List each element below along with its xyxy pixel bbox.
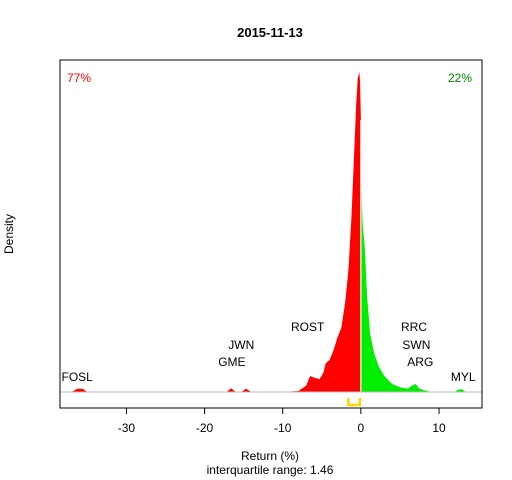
outlier-label-rost: ROST	[291, 320, 325, 334]
y-axis-label: Density	[2, 214, 16, 254]
right-percentage: 22%	[448, 71, 472, 85]
x-axis: -30 -20 -10 0 10	[118, 407, 446, 435]
outlier-label-arg: ARG	[407, 355, 433, 369]
outlier-label-fosl: FOSL	[62, 370, 94, 384]
chart-title: 2015-11-13	[237, 25, 303, 40]
iqr-bracket	[347, 398, 362, 407]
outlier-label-rrc: RRC	[401, 320, 427, 334]
left-percentage: 77%	[67, 71, 91, 85]
x-axis-subtitle: interquartile range: 1.46	[207, 463, 334, 477]
outlier-label-gme: GME	[218, 355, 245, 369]
outlier-label-jwn: JWN	[228, 338, 254, 352]
outlier-label-swn: SWN	[402, 338, 430, 352]
plot-frame	[59, 59, 483, 409]
plot-area: FOSL GME JWN ROST RRC SWN ARG MYL	[60, 72, 482, 407]
x-tick-label: 0	[358, 421, 365, 435]
positive-return-density-area	[360, 120, 471, 392]
x-tick-label: 10	[432, 421, 446, 435]
x-tick-label: -20	[196, 421, 214, 435]
negative-return-density-area	[71, 72, 361, 392]
x-tick-label: -10	[274, 421, 292, 435]
outlier-label-myl: MYL	[451, 370, 476, 384]
x-tick-label: -30	[118, 421, 136, 435]
x-axis-label: Return (%)	[241, 449, 299, 463]
